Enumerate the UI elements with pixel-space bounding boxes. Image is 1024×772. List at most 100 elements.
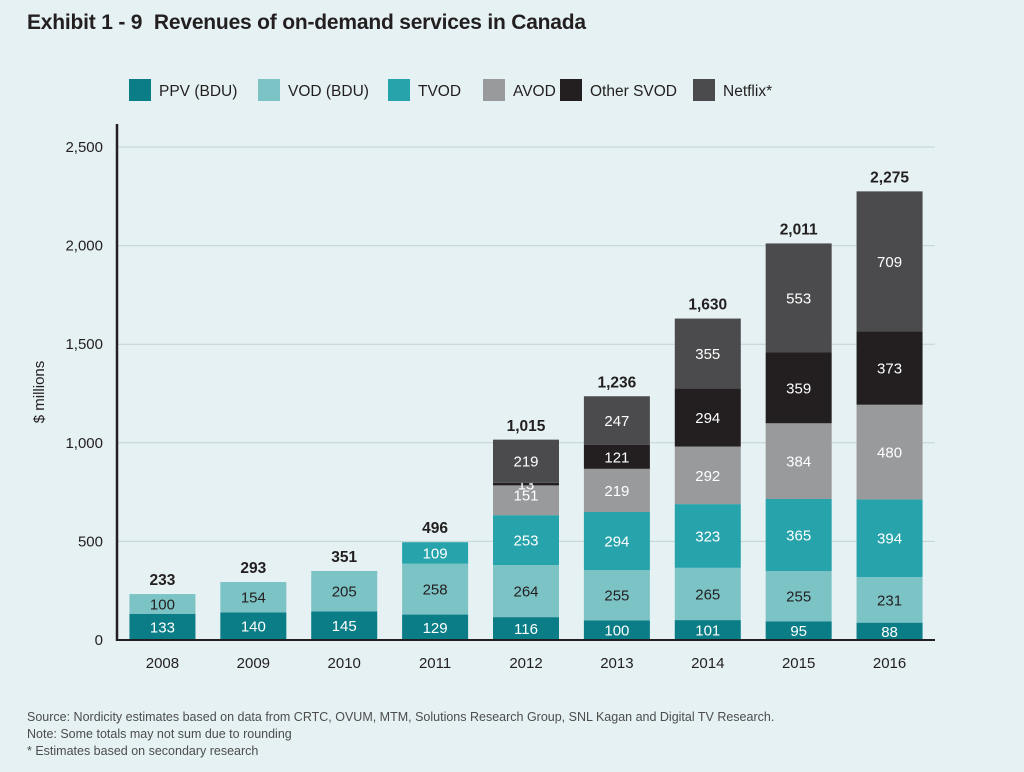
y-axis: 0 500 1,000 1,500 2,000 2,500 (65, 139, 103, 649)
legend-label: Other SVOD (590, 83, 677, 100)
bar-segment (129, 594, 196, 614)
legend-item: Netflix* (693, 79, 772, 101)
x-tick-label: 2013 (600, 655, 633, 672)
bar-segment (583, 444, 650, 469)
bar-data-label: 294 (604, 534, 629, 551)
bar-segment (493, 515, 559, 566)
chart-title-text: Revenues of on-demand services in Canada (153, 11, 586, 34)
bar-total-label: 1,630 (688, 297, 727, 314)
legend-swatch (693, 79, 715, 101)
bar-data-label: 253 (513, 533, 538, 550)
y-tick-label: 500 (78, 533, 103, 550)
footnotes: Source: Nordicity estimates based on dat… (27, 709, 774, 760)
bar-data-label: 100 (150, 596, 175, 613)
bar-data-label: 258 (423, 582, 448, 599)
bar-data-label: 154 (241, 590, 266, 607)
bar-segment (674, 388, 741, 447)
bar-data-label: 88 (881, 624, 898, 641)
legend-item: PPV (BDU) (129, 79, 237, 101)
bar-segment (583, 569, 650, 621)
bar-segment (674, 504, 741, 568)
bar-segment (220, 582, 287, 613)
bar-segment (493, 439, 559, 483)
bar-data-label: 323 (695, 528, 720, 545)
bar-stack-2011: 129 258 109 496 (402, 520, 469, 640)
legend-swatch (560, 79, 582, 101)
x-tick-label: 2008 (146, 655, 179, 672)
legend-label: VOD (BDU) (288, 83, 369, 100)
bar-stack-2016: 88 231 394 480 373 709 2,275 (856, 169, 923, 641)
bar-data-label: 384 (786, 454, 811, 471)
bar-segment (402, 563, 469, 615)
bar-data-label: 231 (877, 592, 902, 609)
bar-data-label: 109 (423, 545, 448, 562)
legend-swatch (129, 79, 151, 101)
estimate-note: * Estimates based on secondary research (27, 744, 259, 758)
bar-segment (311, 570, 378, 612)
bar-segment (311, 611, 378, 640)
x-tick-label: 2014 (691, 655, 724, 672)
bar-data-label: 480 (877, 445, 902, 462)
x-tick-label: 2009 (237, 655, 270, 672)
x-tick-label: 2015 (782, 655, 815, 672)
stacked-bar-chart: PPV (BDU) VOD (BDU) TVOD AVOD Other SVOD Netf… (31, 79, 935, 672)
bar-segment (674, 620, 741, 640)
rounding-note: Note: Some totals may not sum due to rou… (27, 727, 292, 741)
bar-data-label: 121 (604, 449, 629, 466)
legend-label: Netflix* (723, 83, 772, 100)
bar-data-label: 100 (604, 623, 629, 640)
exhibit-label: Exhibit 1 - 9 (27, 11, 143, 34)
bar-data-label: 365 (786, 527, 811, 544)
bar-segment (765, 570, 832, 622)
bar-segment (765, 243, 832, 353)
bar-segment (674, 567, 741, 621)
bar-segment (856, 622, 923, 640)
bar-segment (220, 612, 287, 640)
bar-stack-2014: 101 265 323 292 294 355 1,630 (674, 297, 741, 640)
bars: 1331002331401542931452053511292581094961… (129, 169, 923, 641)
bar-segment (765, 423, 832, 500)
legend-swatch (388, 79, 410, 101)
legend-swatch (483, 79, 505, 101)
bar-stack-2015: 95 255 365 384 359 553 2,011 (765, 221, 832, 640)
bar-stack-2010: 145 205 351 (311, 549, 378, 640)
bar-total-label: 1,015 (507, 418, 546, 435)
x-tick-label: 2012 (509, 655, 542, 672)
bar-segment (402, 614, 469, 640)
legend-item: VOD (BDU) (258, 79, 369, 101)
bar-segment (129, 613, 196, 640)
bar-total-label: 2,011 (780, 221, 818, 238)
legend-label: AVOD (513, 83, 556, 100)
bar-data-label: 294 (695, 410, 720, 427)
bar-total-label: 496 (422, 520, 448, 537)
bar-total-label: 293 (240, 560, 266, 577)
y-tick-label: 2,000 (65, 238, 103, 255)
y-tick-label: 1,000 (65, 435, 103, 452)
chart-title: Exhibit 1 - 9 Revenues of on-demand serv… (27, 11, 586, 35)
bar-total-label: 1,236 (597, 374, 636, 391)
bar-total-label: 233 (150, 572, 176, 589)
legend-swatch (258, 79, 280, 101)
bar-segment (856, 499, 923, 578)
bar-data-label: 359 (786, 380, 811, 397)
bar-stack-2013: 100 255 294 219 121 247 1,236 (583, 374, 650, 640)
bar-data-label: 265 (695, 586, 720, 603)
bar-segment (583, 468, 650, 513)
bar-data-label: 264 (513, 584, 538, 601)
bar-data-label: 709 (877, 254, 902, 271)
bar-total-label: 2,275 (870, 169, 909, 186)
bar-segment (583, 396, 650, 445)
bar-segment (765, 499, 832, 571)
bar-data-label: 129 (423, 620, 448, 637)
x-tick-label: 2011 (419, 655, 451, 672)
legend-label: TVOD (418, 83, 461, 100)
bar-segment (493, 485, 559, 516)
bar-segment (765, 621, 832, 640)
legend-item: TVOD (388, 79, 461, 101)
bar-data-label: 101 (695, 623, 720, 640)
bar-segment (856, 191, 923, 332)
y-tick-label: 2,500 (65, 139, 103, 156)
bar-segment (674, 318, 741, 389)
legend-item: Other SVOD (560, 79, 677, 101)
